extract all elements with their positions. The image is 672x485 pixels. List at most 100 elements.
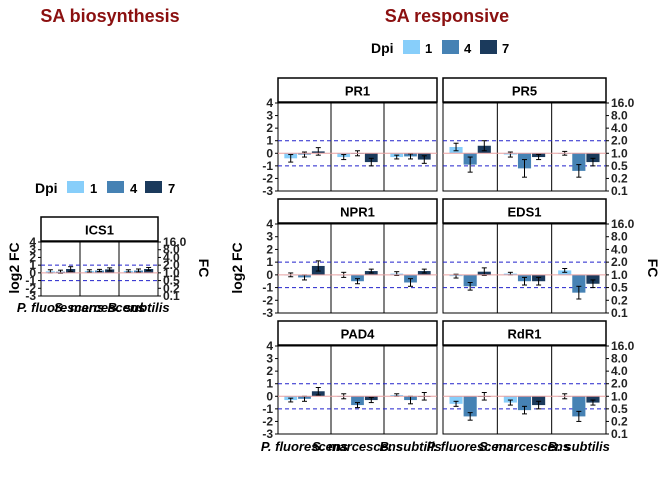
y-tick-label: 0 <box>29 266 36 280</box>
y-tick-label: 0 <box>266 146 273 160</box>
y-tick-label: 2 <box>266 242 273 256</box>
panel-border <box>442 102 607 192</box>
bar <box>463 396 477 417</box>
y-tick-label: 4 <box>266 96 273 110</box>
panel-strip <box>277 198 438 224</box>
y-tick-label: 1 <box>266 134 273 148</box>
panel-strip-label: PR1 <box>345 84 370 99</box>
fc-tick-label: 0.2 <box>611 293 628 307</box>
bar <box>532 396 546 406</box>
y-tick-label: -1 <box>262 402 273 416</box>
left-legend-key-7 <box>145 181 162 193</box>
fc-tick-label: 0.5 <box>611 402 628 416</box>
bar <box>517 396 532 411</box>
panel-border <box>40 241 159 297</box>
fc-tick-label: 4.0 <box>611 242 628 256</box>
y-tick-label: 4 <box>266 339 273 353</box>
x-group-label: P. fluorescens <box>261 439 348 454</box>
right-legend-key-1 <box>403 40 420 54</box>
right-legend-title: Dpi <box>371 40 394 56</box>
x-group-label: P. fluorescens <box>427 439 514 454</box>
y-tick-label: 1 <box>266 377 273 391</box>
fc-tick-label: 16.0 <box>611 96 635 110</box>
panel-border <box>277 223 438 314</box>
panel-strip <box>442 320 607 346</box>
x-group-label: S. marcescens <box>312 439 403 454</box>
bar <box>586 274 600 284</box>
left-legend-label-4: 4 <box>130 181 138 196</box>
left-legend-label-1: 1 <box>90 181 97 196</box>
bar <box>586 396 600 403</box>
fc-tick-label: 1.0 <box>611 268 628 282</box>
fc-tick-label: 0.1 <box>611 306 628 320</box>
y-tick-label: 4 <box>266 217 273 231</box>
y-tick-label: -3 <box>262 427 273 441</box>
fc-tick-label: 4.0 <box>163 250 180 264</box>
y-tick-label: 2 <box>266 121 273 135</box>
right-legend-key-4 <box>442 40 459 54</box>
panel-RdR1: RdR1 0.10.20.51.02.04.08.016.0 <box>442 320 635 441</box>
fc-tick-label: 8.0 <box>611 352 628 366</box>
y-tick-label: 3 <box>266 352 273 366</box>
bar <box>449 396 463 404</box>
left-title: SA biosynthesis <box>40 6 179 26</box>
y-tick-label: 2 <box>266 364 273 378</box>
fc-tick-label: 0.2 <box>611 171 628 185</box>
y-tick-label: -2 <box>262 414 273 428</box>
panel-strip-label: EDS1 <box>508 205 542 220</box>
right-legend-label-1: 1 <box>425 41 432 56</box>
fc-tick-label: 1.0 <box>611 146 628 160</box>
fc-tick-label: 16.0 <box>611 217 635 231</box>
fc-tick-label: 4.0 <box>611 364 628 378</box>
right-legend-label-7: 7 <box>502 41 509 56</box>
bar <box>572 396 586 417</box>
right-ylabel-right: FC <box>645 259 661 278</box>
bar <box>463 274 477 287</box>
fc-tick-label: 8.0 <box>163 243 180 257</box>
fc-tick-label: 0.1 <box>611 184 628 198</box>
left-ylabel-right: FC <box>196 259 212 278</box>
right-legend-key-7 <box>480 40 497 54</box>
y-tick-label: 3 <box>266 230 273 244</box>
panel-strip <box>277 320 438 346</box>
y-tick-label: 1 <box>266 255 273 269</box>
bar <box>572 274 586 293</box>
bar <box>572 153 586 171</box>
x-group-label: B. subtilis <box>107 300 169 315</box>
y-tick-label: -3 <box>262 306 273 320</box>
y-tick-label: 2 <box>29 250 36 264</box>
fc-tick-label: 2.0 <box>611 134 628 148</box>
left-legend-key-4 <box>107 181 124 193</box>
fc-tick-label: 2.0 <box>163 258 180 272</box>
y-tick-label: -2 <box>262 171 273 185</box>
x-group-label: P. fluorescens <box>17 300 104 315</box>
fc-tick-label: 8.0 <box>611 230 628 244</box>
fc-tick-label: 8.0 <box>611 109 628 123</box>
panel-border <box>277 345 438 435</box>
panel-strip-label: NPR1 <box>340 205 375 220</box>
right-legend-label-4: 4 <box>464 41 472 56</box>
fc-tick-label: 1.0 <box>611 389 628 403</box>
bar <box>586 153 600 163</box>
y-tick-label: -3 <box>25 289 36 303</box>
bar <box>351 396 364 406</box>
right-legend: Dpi 1 4 7 <box>371 40 509 56</box>
fc-tick-label: 4.0 <box>611 121 628 135</box>
panel-strip-label: RdR1 <box>508 327 542 342</box>
panel-strip <box>277 77 438 103</box>
fc-tick-label: 0.5 <box>611 281 628 295</box>
fc-tick-label: 0.5 <box>611 159 628 173</box>
right-title: SA responsive <box>385 6 509 26</box>
panel-strip <box>442 198 607 224</box>
y-tick-label: 3 <box>29 243 36 257</box>
fc-tick-label: 0.1 <box>611 427 628 441</box>
panel-strip-label: ICS1 <box>85 223 114 238</box>
fc-tick-label: 2.0 <box>611 255 628 269</box>
y-tick-label: 4 <box>29 235 36 249</box>
y-tick-label: 0 <box>266 389 273 403</box>
x-group-label: S. marcescens <box>54 300 145 315</box>
